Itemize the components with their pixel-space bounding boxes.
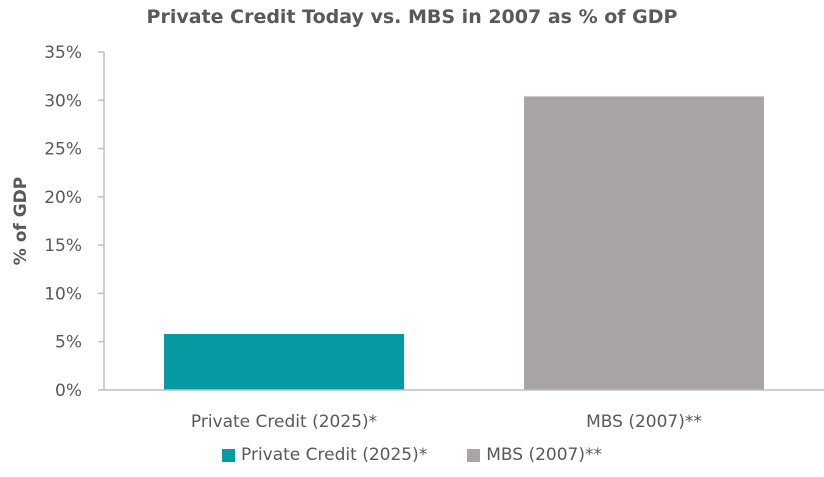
x-category-label: Private Credit (2025)* [191, 412, 377, 432]
bar-1 [524, 96, 764, 391]
chart-title: Private Credit Today vs. MBS in 2007 as … [146, 6, 678, 28]
y-tick-label: 15% [44, 236, 82, 256]
x-category-label: MBS (2007)** [586, 412, 702, 432]
y-tick-label: 20% [44, 188, 82, 208]
y-tick-label: 0% [55, 381, 82, 401]
y-tick-label: 10% [44, 284, 82, 304]
y-tick-label: 25% [44, 140, 82, 160]
legend-swatch-mbs [467, 448, 481, 462]
legend-item-private-credit: Private Credit (2025)* [222, 445, 427, 465]
y-tick-label: 35% [44, 43, 82, 63]
y-tick-label: 5% [55, 333, 82, 353]
legend-label: MBS (2007)** [486, 445, 602, 465]
legend: Private Credit (2025)* MBS (2007)** [0, 445, 824, 465]
legend-swatch-private-credit [222, 448, 235, 462]
legend-item-mbs: MBS (2007)** [467, 445, 602, 465]
legend-label: Private Credit (2025)* [241, 445, 428, 465]
bar-chart: 0% 5% 10% 15% 20% 25% 30% 35% Private Credit (20… [11, 43, 824, 432]
y-axis-title: % of GDP [11, 177, 31, 265]
y-tick-label: 30% [44, 91, 82, 111]
bar-0 [164, 333, 404, 390]
